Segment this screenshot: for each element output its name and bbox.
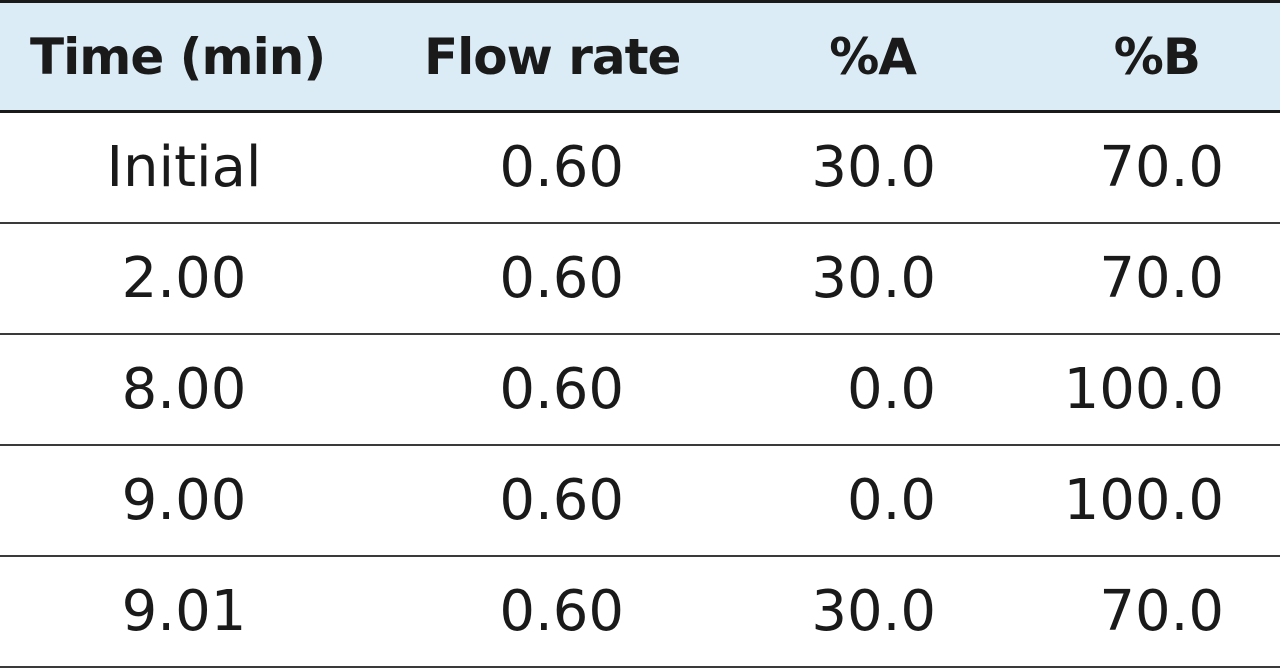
table-row: 9.01 0.60 30.0 70.0 bbox=[0, 555, 1280, 668]
cell-time: Initial bbox=[0, 111, 372, 224]
header-percent-b: %B bbox=[946, 0, 1280, 113]
table-row: 8.00 0.60 0.0 100.0 bbox=[0, 333, 1280, 446]
cell-percent-a: 30.0 bbox=[660, 111, 946, 224]
cell-percent-a: 0.0 bbox=[660, 444, 946, 557]
table-row: Initial 0.60 30.0 70.0 bbox=[0, 111, 1280, 224]
cell-percent-b: 100.0 bbox=[946, 444, 1280, 557]
cell-percent-a: 30.0 bbox=[660, 555, 946, 668]
cell-percent-b: 100.0 bbox=[946, 333, 1280, 446]
cell-percent-b: 70.0 bbox=[946, 222, 1280, 335]
cell-flow-rate: 0.60 bbox=[372, 333, 660, 446]
cell-flow-rate: 0.60 bbox=[372, 444, 660, 557]
cell-percent-b: 70.0 bbox=[946, 555, 1280, 668]
cell-flow-rate: 0.60 bbox=[372, 555, 660, 668]
cell-flow-rate: 0.60 bbox=[372, 222, 660, 335]
cell-time: 8.00 bbox=[0, 333, 372, 446]
cell-time: 9.00 bbox=[0, 444, 372, 557]
table-header: Time (min) Flow rate %A %B bbox=[0, 0, 1280, 113]
cell-percent-b: 70.0 bbox=[946, 111, 1280, 224]
header-time: Time (min) bbox=[0, 0, 372, 113]
header-flow-rate: Flow rate bbox=[372, 0, 681, 113]
cell-flow-rate: 0.60 bbox=[372, 111, 660, 224]
table-body: Initial 0.60 30.0 70.0 2.00 0.60 30.0 70… bbox=[0, 111, 1280, 668]
cell-percent-a: 30.0 bbox=[660, 222, 946, 335]
cell-percent-a: 0.0 bbox=[660, 333, 946, 446]
table-row: 9.00 0.60 0.0 100.0 bbox=[0, 444, 1280, 557]
header-percent-a: %A bbox=[660, 0, 946, 113]
cell-time: 2.00 bbox=[0, 222, 372, 335]
cell-time: 9.01 bbox=[0, 555, 372, 668]
table-row: 2.00 0.60 30.0 70.0 bbox=[0, 222, 1280, 335]
header-row: Time (min) Flow rate %A %B bbox=[0, 0, 1280, 113]
